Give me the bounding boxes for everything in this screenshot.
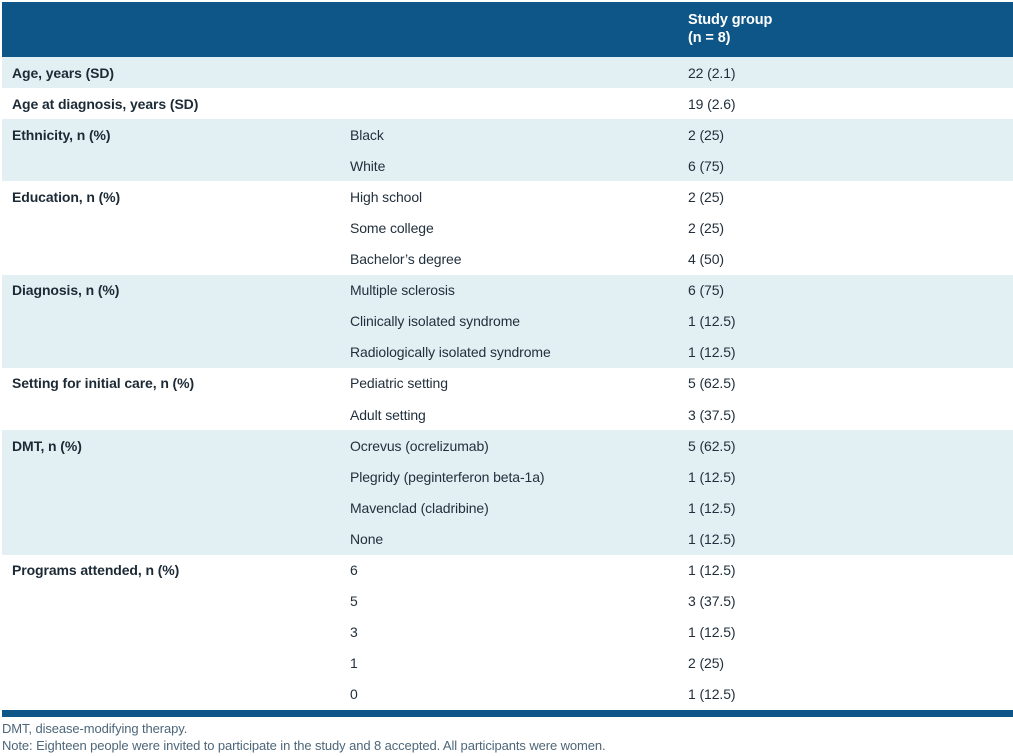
value-cell: 3 (37.5) — [688, 406, 736, 423]
value-cell: 2 (25) — [688, 655, 724, 672]
category-cell: Programs attended, n (%) — [12, 562, 180, 579]
table-row: Some college 2 (25) — [2, 212, 1013, 243]
category-cell: Age, years (SD) — [12, 64, 114, 81]
table-row: Ethnicity, n (%) Black 2 (25) — [2, 119, 1013, 150]
subcategory-cell: Some college — [350, 220, 434, 237]
header-cell-category — [2, 2, 350, 57]
table-row: Plegridy (peginterferon beta-1a) 1 (12.5) — [2, 461, 1013, 492]
subcategory-cell: Pediatric setting — [350, 375, 448, 392]
table-bottom-rule — [2, 709, 1013, 717]
value-cell: 19 (2.6) — [688, 95, 736, 112]
study-group-label: Study group — [688, 12, 773, 28]
participation-note: Note: Eighteen people were invited to pa… — [2, 738, 606, 754]
table-row: 3 1 (12.5) — [2, 617, 1013, 648]
value-cell: 5 (62.5) — [688, 437, 736, 454]
subcategory-cell: Adult setting — [350, 406, 426, 423]
table-row: White 6 (75) — [2, 150, 1013, 181]
subcategory-cell: Plegridy (peginterferon beta-1a) — [350, 468, 545, 485]
study-group-n: (n = 8) — [688, 30, 731, 46]
subcategory-cell: Ocrevus (ocrelizumab) — [350, 437, 489, 454]
table-row: Programs attended, n (%) 6 1 (12.5) — [2, 555, 1013, 586]
header-cell-study-group: Study group (n = 8) — [688, 2, 1013, 57]
table-row: Education, n (%) High school 2 (25) — [2, 181, 1013, 212]
subcategory-cell: Clinically isolated syndrome — [350, 313, 520, 330]
category-cell: Education, n (%) — [12, 188, 121, 205]
table-row: Adult setting 3 (37.5) — [2, 399, 1013, 430]
table-row: Mavenclad (cladribine) 1 (12.5) — [2, 492, 1013, 523]
value-cell: 2 (25) — [688, 220, 724, 237]
category-cell: Age at diagnosis, years (SD) — [12, 95, 199, 112]
value-cell: 5 (62.5) — [688, 375, 736, 392]
category-cell: Setting for initial care, n (%) — [12, 375, 195, 392]
subcategory-cell: Radiologically isolated syndrome — [350, 344, 551, 361]
value-cell: 22 (2.1) — [688, 64, 736, 81]
value-cell: 1 (12.5) — [688, 686, 736, 703]
header-cell-subcategory — [350, 2, 688, 57]
subcategory-cell: 6 — [350, 562, 358, 579]
abbreviation-note: DMT, disease-modifying therapy. — [2, 720, 188, 736]
table-row: 1 2 (25) — [2, 648, 1013, 679]
table-row: Setting for initial care, n (%) Pediatric… — [2, 368, 1013, 399]
subcategory-cell: White — [350, 157, 386, 174]
table-header-row: Study group (n = 8) — [2, 2, 1013, 57]
table-row: DMT, n (%) Ocrevus (ocrelizumab) 5 (62.5) — [2, 430, 1013, 461]
category-group: Age at diagnosis, years (SD) 19 (2.6) — [2, 88, 1013, 120]
subcategory-cell: Mavenclad (cladribine) — [350, 499, 489, 516]
category-cell: Ethnicity, n (%) — [12, 126, 111, 143]
value-cell: 2 (25) — [688, 188, 724, 205]
value-cell: 1 (12.5) — [688, 313, 736, 330]
category-group: Programs attended, n (%) 6 1 (12.5) 5 3 (37.… — [2, 554, 1013, 710]
subcategory-cell: 0 — [350, 686, 358, 703]
category-cell: Diagnosis, n (%) — [12, 282, 120, 299]
value-cell: 1 (12.5) — [688, 530, 736, 547]
table-row: Age at diagnosis, years (SD) 19 (2.6) — [2, 88, 1013, 119]
subcategory-cell: Bachelor’s degree — [350, 251, 462, 268]
table-row: Diagnosis, n (%) Multiple sclerosis 6 (75) — [2, 275, 1013, 306]
table-footnotes: DMT, disease-modifying therapy. Note: Ei… — [2, 717, 1013, 755]
subcategory-cell: Multiple sclerosis — [350, 282, 455, 299]
category-cell: DMT, n (%) — [12, 437, 82, 454]
value-cell: 6 (75) — [688, 282, 724, 299]
category-group: DMT, n (%) Ocrevus (ocrelizumab) 5 (62.5) P… — [2, 430, 1013, 555]
value-cell: 1 (12.5) — [688, 344, 736, 361]
subcategory-cell: 5 — [350, 593, 358, 610]
value-cell: 1 (12.5) — [688, 499, 736, 516]
value-cell: 6 (75) — [688, 157, 724, 174]
table-row: 0 1 (12.5) — [2, 679, 1013, 710]
table-row: Bachelor’s degree 4 (50) — [2, 244, 1013, 275]
value-cell: 2 (25) — [688, 126, 724, 143]
category-group: Age, years (SD) 22 (2.1) — [2, 57, 1013, 89]
table-row: None 1 (12.5) — [2, 523, 1013, 554]
value-cell: 1 (12.5) — [688, 468, 736, 485]
table-row: Age, years (SD) 22 (2.1) — [2, 57, 1013, 88]
subcategory-cell: None — [350, 530, 384, 547]
subcategory-cell: Black — [350, 126, 384, 143]
table-row: Clinically isolated syndrome 1 (12.5) — [2, 306, 1013, 337]
table-row: Radiologically isolated syndrome 1 (12.5) — [2, 337, 1013, 368]
subcategory-cell: High school — [350, 188, 423, 205]
subcategory-cell: 1 — [350, 655, 358, 672]
value-cell: 1 (12.5) — [688, 562, 736, 579]
subcategory-cell: 3 — [350, 624, 358, 641]
table-row: 5 3 (37.5) — [2, 586, 1013, 617]
category-group: Education, n (%) High school 2 (25) Some co… — [2, 181, 1013, 275]
value-cell: 1 (12.5) — [688, 624, 736, 641]
value-cell: 4 (50) — [688, 251, 724, 268]
category-group: Diagnosis, n (%) Multiple sclerosis 6 (75)… — [2, 274, 1013, 368]
table-body: Age, years (SD) 22 (2.1) Age at diagnosis,… — [2, 57, 1013, 710]
category-group: Ethnicity, n (%) Black 2 (25) White 6 (75) — [2, 119, 1013, 182]
value-cell: 3 (37.5) — [688, 593, 736, 610]
category-group: Setting for initial care, n (%) Pediatric… — [2, 367, 1013, 431]
